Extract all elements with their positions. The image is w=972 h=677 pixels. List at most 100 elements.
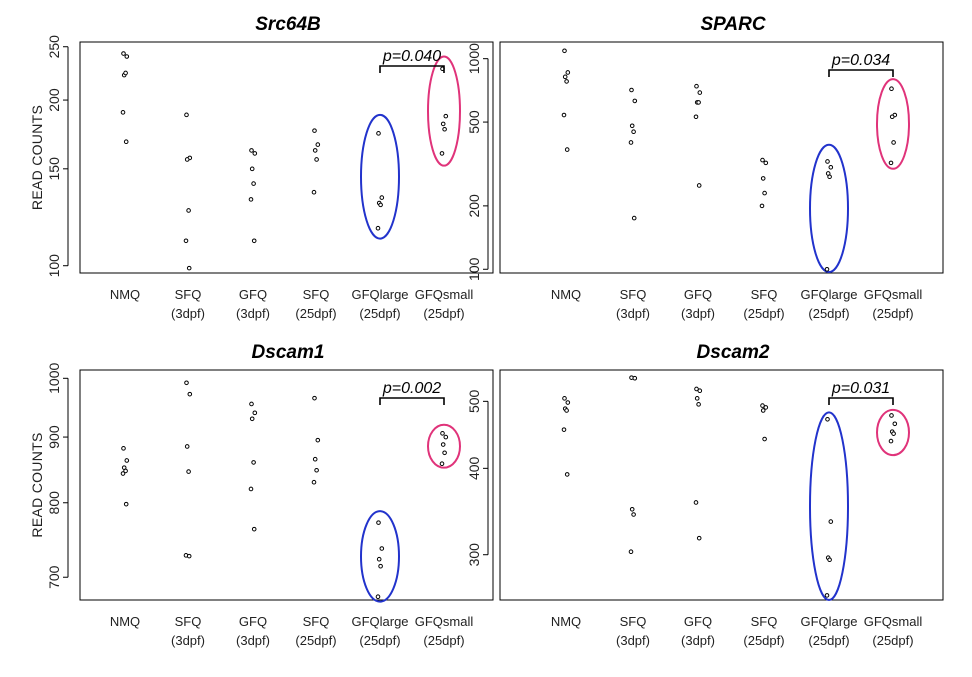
data-point (760, 403, 765, 408)
data-point (443, 113, 449, 119)
category-sublabel: (25dpf) (872, 306, 913, 321)
data-point (629, 123, 635, 129)
data-point (439, 461, 445, 467)
data-point (376, 556, 382, 562)
data-point (759, 203, 765, 209)
y-tick-label: 200 (46, 88, 62, 112)
data-point (827, 174, 832, 180)
data-point (312, 456, 318, 462)
category-sublabel: (25dpf) (743, 633, 784, 648)
category-label: SFQ (303, 614, 330, 629)
category-label: GFQlarge (351, 287, 408, 302)
significance-bracket (379, 397, 445, 405)
category-sublabel: (3dpf) (616, 306, 650, 321)
category-label: GFQlarge (800, 287, 857, 302)
y-tick-label: 900 (46, 425, 62, 449)
highlight-ellipse-small (427, 423, 461, 469)
data-point (762, 190, 767, 196)
highlight-ellipse-large (360, 113, 400, 240)
data-point (760, 157, 765, 163)
data-point (123, 70, 128, 76)
category-label: GFQsmall (864, 614, 923, 629)
category-sublabel: (25dpf) (295, 633, 336, 648)
category-sublabel: (3dpf) (171, 306, 205, 321)
data-point (248, 197, 254, 202)
data-point (249, 148, 254, 153)
data-point (315, 437, 321, 443)
data-point (379, 546, 385, 551)
data-point (891, 431, 896, 436)
data-point (442, 126, 447, 132)
data-point (824, 593, 830, 598)
data-point (440, 121, 446, 127)
category-label: GFQlarge (800, 614, 857, 629)
data-point (891, 140, 896, 145)
data-point (378, 202, 383, 208)
category-label: NMQ (551, 614, 581, 629)
data-point (123, 501, 129, 507)
category-label: GFQ (239, 614, 267, 629)
y-tick-label: 200 (466, 194, 482, 218)
category-label: NMQ (110, 614, 140, 629)
data-point (183, 238, 189, 244)
data-point (440, 442, 446, 447)
data-point (184, 112, 189, 118)
y-tick-label: 300 (466, 543, 482, 567)
data-point (251, 181, 256, 186)
data-point (314, 157, 319, 162)
y-tick-label: 700 (46, 565, 62, 589)
y-tick-label: 1000 (46, 363, 62, 394)
data-point (312, 148, 318, 153)
data-point (696, 402, 701, 407)
y-tick-label: 500 (466, 389, 482, 413)
data-point (561, 112, 567, 118)
data-point (694, 396, 700, 401)
data-point (888, 438, 894, 444)
category-sublabel: (25dpf) (872, 633, 913, 648)
data-point (824, 266, 830, 272)
data-point (120, 110, 126, 115)
chart-title: Src64B (255, 14, 321, 35)
chart-title: Dscam2 (697, 342, 770, 363)
data-point (889, 413, 894, 418)
plot-frame (79, 369, 494, 601)
data-point (184, 444, 190, 449)
data-point (827, 557, 832, 563)
data-point (312, 395, 317, 401)
data-point (251, 526, 257, 532)
data-point (442, 450, 447, 456)
highlight-ellipse-small (876, 78, 910, 170)
data-point (628, 140, 634, 145)
chart-title: SPARC (700, 14, 765, 35)
data-point (440, 431, 445, 436)
plot-frame (79, 41, 494, 274)
chart-title: Dscam1 (252, 342, 325, 363)
data-point (828, 519, 834, 524)
highlight-ellipse-large (360, 510, 400, 603)
y-axis-label: READ COUNTS (29, 432, 45, 537)
y-tick-label: 500 (466, 110, 482, 134)
data-point (564, 472, 570, 477)
data-point (375, 225, 381, 231)
data-point (632, 375, 638, 381)
data-point (249, 401, 254, 407)
data-point (825, 416, 830, 422)
data-point (892, 421, 898, 427)
plot-frame (499, 41, 944, 274)
significance-bracket (828, 397, 894, 405)
highlight-ellipse-small (427, 55, 461, 167)
data-point (251, 238, 257, 244)
data-point (696, 183, 702, 188)
category-sublabel: (25dpf) (359, 633, 400, 648)
y-tick-label: 100 (46, 254, 62, 278)
highlight-ellipse-large (809, 411, 849, 602)
chart-panel-2: SPARC 100 200 500 1000 NMQ SFQ (3dpf) GFQ (3dpf) S… (466, 14, 944, 321)
category-sublabel: (3dpf) (681, 633, 715, 648)
data-point (186, 265, 192, 271)
data-point (251, 460, 256, 465)
data-point (252, 410, 258, 416)
category-sublabel: (25dpf) (808, 306, 849, 321)
data-point (184, 380, 189, 386)
highlight-ellipse-large (809, 143, 849, 274)
data-point (828, 164, 834, 170)
